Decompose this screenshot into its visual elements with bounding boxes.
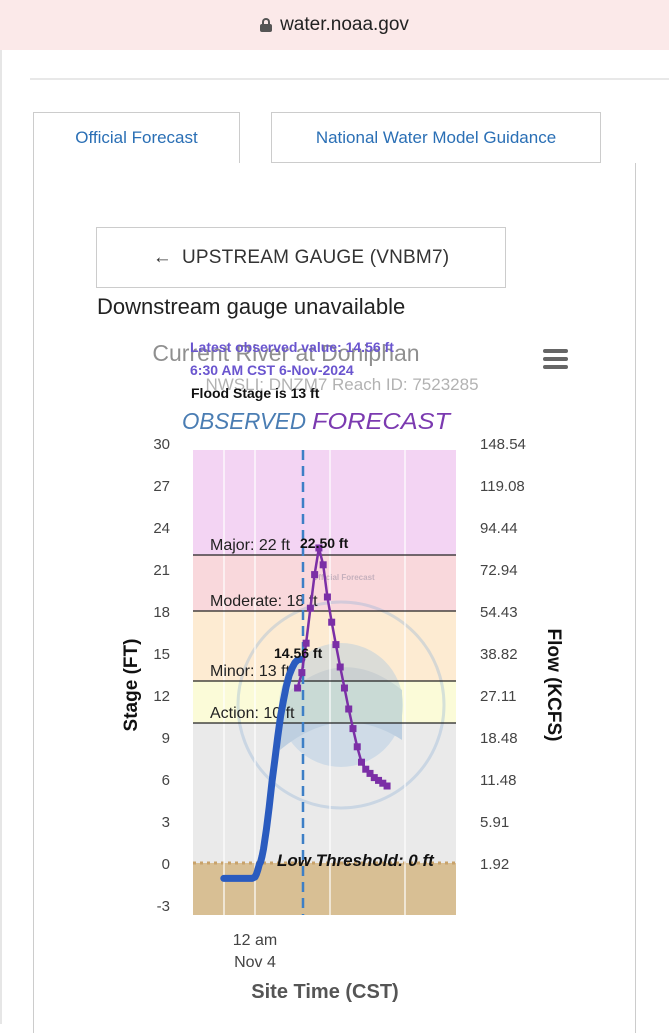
tab-national-water-model-guidance[interactable]: National Water Model Guidance	[271, 112, 601, 163]
lock-icon	[260, 18, 273, 32]
downstream-gauge-label: Downstream gauge unavailable	[97, 294, 406, 319]
tab-official-forecast[interactable]: Official Forecast	[33, 112, 240, 163]
page-frame	[0, 50, 669, 1024]
upstream-gauge-label: UPSTREAM GAUGE (VNBM7)	[181, 246, 450, 268]
chart-menu-icon[interactable]	[543, 349, 568, 370]
upstream-gauge-button[interactable]: ← UPSTREAM GAUGE (VNBM7)	[96, 227, 506, 288]
section-divider	[30, 78, 669, 80]
url-text: water.noaa.gov	[280, 14, 409, 35]
browser-url-bar[interactable]: water.noaa.gov	[0, 0, 669, 50]
url-display[interactable]: water.noaa.gov	[260, 14, 409, 36]
arrow-left-icon: ←	[152, 246, 172, 268]
tab-panel	[33, 163, 636, 1033]
